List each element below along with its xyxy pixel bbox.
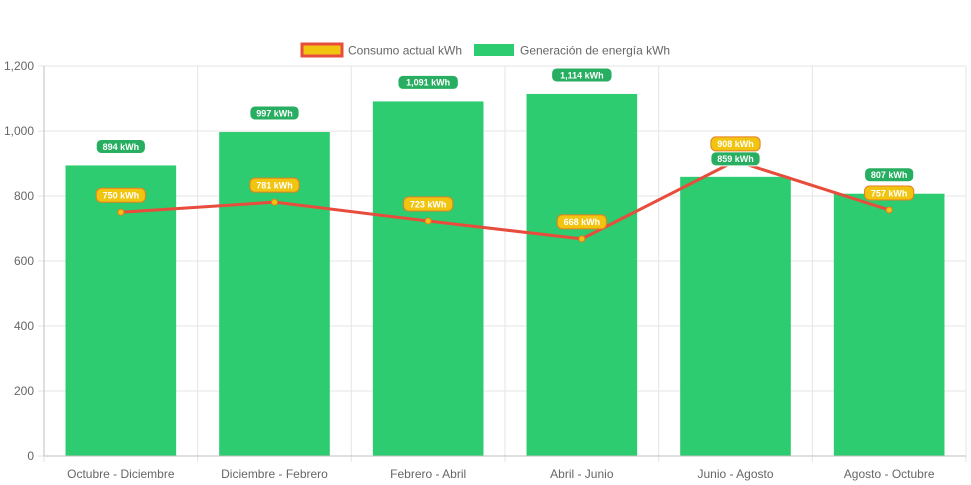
legend-label-generacion[interactable]: Generación de energía kWh: [520, 44, 670, 58]
bar-data-label: 807 kWh: [871, 170, 908, 180]
line-data-label: 723 kWh: [410, 199, 447, 209]
y-tick-label: 1,000: [4, 124, 34, 138]
line-point[interactable]: [578, 235, 586, 243]
line-point[interactable]: [424, 217, 432, 225]
bar-data-label-bg: [95, 138, 146, 154]
line-data-label: 757 kWh: [871, 188, 908, 198]
legend: Consumo actual kWh Generación de energía…: [300, 42, 670, 58]
axis-layer: 0 200 400 600 800 1,000 1,200 Octubre - Diciemb…: [4, 59, 966, 481]
bar-data-label: 1,114 kWh: [560, 70, 604, 80]
x-tick-label: Octubre - Diciembre: [67, 467, 175, 481]
y-tick-label: 1,200: [4, 59, 34, 73]
line-data-label: 750 kWh: [103, 191, 140, 201]
line-data-label-bg: [864, 185, 915, 201]
line-point[interactable]: [117, 208, 125, 216]
x-tick-label: Agosto - Octubre: [844, 467, 935, 481]
y-tick-label: 200: [14, 384, 34, 398]
bar-data-label-bg: [397, 74, 459, 90]
line-data-label-bg: [556, 214, 607, 230]
line-point[interactable]: [885, 206, 893, 214]
bar[interactable]: [526, 93, 638, 456]
bar-data-label: 859 kWh: [717, 154, 754, 164]
line-data-label-bg: [710, 136, 761, 152]
bar-data-label-bg: [864, 167, 915, 183]
bar[interactable]: [833, 193, 945, 456]
bar[interactable]: [680, 176, 791, 456]
bar-layer: [65, 93, 945, 457]
x-tick-label: Febrero - Abril: [390, 467, 466, 481]
line-data-label-bg: [249, 177, 300, 193]
line-data-label: 908 kWh: [717, 139, 754, 149]
line-series-consumo: [120, 159, 890, 241]
bar-data-label: 1,091 kWh: [406, 78, 450, 88]
bar-data-label-bg: [249, 105, 300, 121]
bar-data-label: 894 kWh: [103, 142, 140, 152]
label-layer: 894 kWh 997 kWh 1,091 kWh 1,114 kWh 859 kWh 8…: [95, 67, 915, 230]
bar-data-label-bg: [710, 151, 761, 167]
x-tick-label: Junio - Agosto: [697, 467, 773, 481]
bar[interactable]: [372, 101, 484, 457]
line-data-label: 668 kWh: [564, 217, 601, 227]
y-tick-label: 400: [14, 319, 34, 333]
line-data-label-bg: [95, 187, 146, 203]
legend-label-consumo[interactable]: Consumo actual kWh: [348, 44, 462, 58]
y-tick-label: 0: [27, 449, 34, 463]
y-tick-label: 600: [14, 254, 34, 268]
line-point[interactable]: [271, 198, 278, 206]
y-tick-label: 800: [14, 189, 34, 203]
legend-swatch-consumo[interactable]: [300, 42, 344, 58]
x-tick-label: Diciembre - Febrero: [221, 467, 328, 481]
bar-data-label: 997 kWh: [256, 108, 293, 118]
line-data-label: 781 kWh: [256, 180, 293, 190]
line-data-label-bg: [403, 196, 454, 212]
x-tick-label: Abril - Junio: [550, 467, 614, 481]
grid-layer: [38, 65, 967, 462]
bar-data-label-bg: [551, 67, 613, 83]
legend-swatch-generacion[interactable]: [474, 44, 514, 56]
